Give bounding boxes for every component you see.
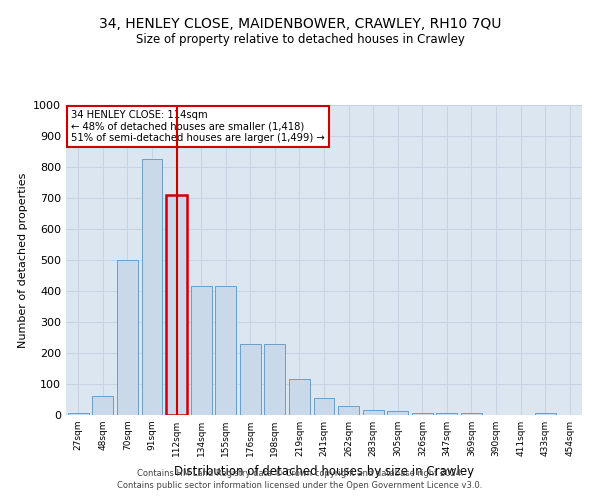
Bar: [461, 414, 482, 415]
Bar: [387, 412, 408, 415]
Bar: [412, 412, 433, 415]
Bar: [362, 410, 383, 415]
Text: Contains HM Land Registry data © Crown copyright and database right 2024.: Contains HM Land Registry data © Crown c…: [137, 468, 463, 477]
Bar: [314, 398, 334, 415]
Bar: [117, 260, 138, 415]
Bar: [142, 159, 163, 415]
Bar: [265, 344, 286, 415]
Bar: [338, 406, 359, 415]
X-axis label: Distribution of detached houses by size in Crawley: Distribution of detached houses by size …: [174, 464, 474, 477]
Bar: [92, 396, 113, 415]
Bar: [436, 412, 457, 415]
Text: 34 HENLEY CLOSE: 114sqm
← 48% of detached houses are smaller (1,418)
51% of semi: 34 HENLEY CLOSE: 114sqm ← 48% of detache…: [71, 110, 325, 143]
Bar: [166, 195, 187, 415]
Bar: [535, 412, 556, 415]
Text: Size of property relative to detached houses in Crawley: Size of property relative to detached ho…: [136, 32, 464, 46]
Bar: [68, 414, 89, 415]
Bar: [191, 286, 212, 415]
Bar: [240, 344, 261, 415]
Y-axis label: Number of detached properties: Number of detached properties: [17, 172, 28, 348]
Text: Contains public sector information licensed under the Open Government Licence v3: Contains public sector information licen…: [118, 481, 482, 490]
Bar: [289, 380, 310, 415]
Text: 34, HENLEY CLOSE, MAIDENBOWER, CRAWLEY, RH10 7QU: 34, HENLEY CLOSE, MAIDENBOWER, CRAWLEY, …: [99, 18, 501, 32]
Bar: [215, 286, 236, 415]
